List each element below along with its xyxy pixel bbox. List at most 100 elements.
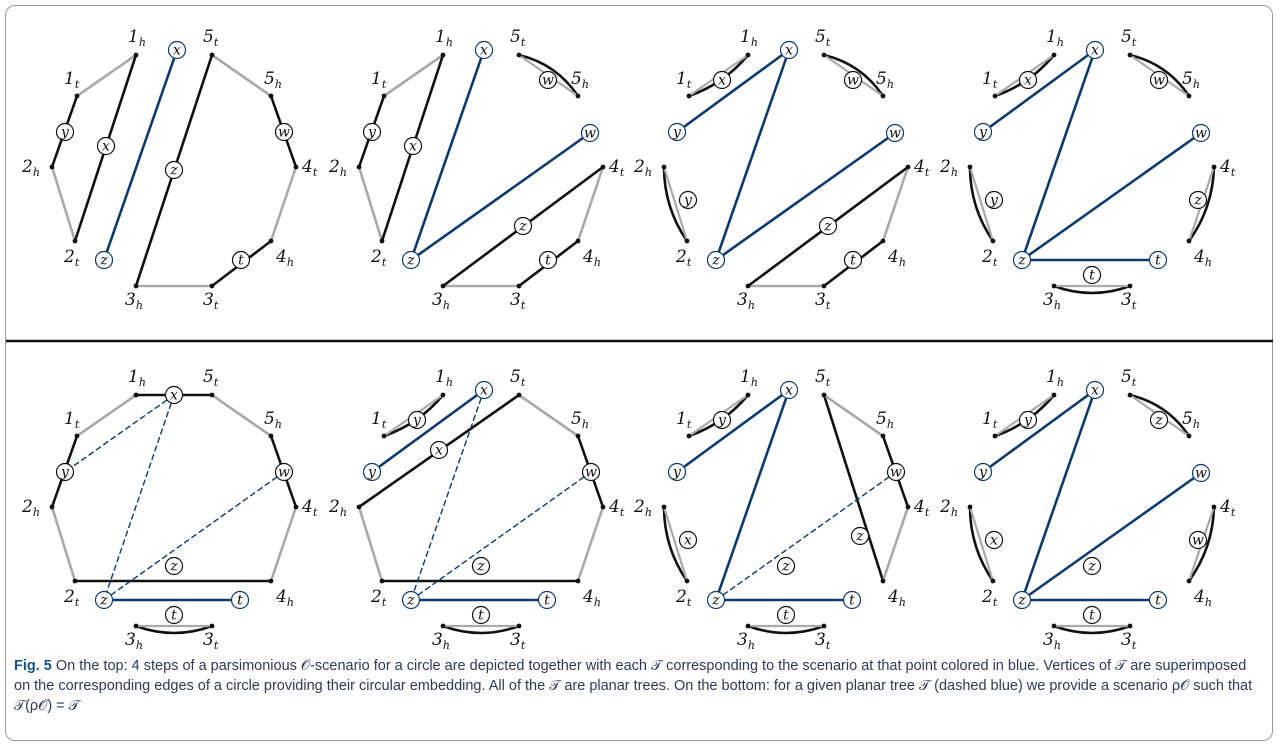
vertex-dot (600, 164, 606, 170)
edge (357, 505, 384, 583)
edge (50, 165, 77, 243)
node-z (164, 556, 184, 576)
vertex-dot (905, 164, 911, 170)
node-y (973, 122, 993, 142)
vertex-label-2h: 2h (633, 157, 652, 179)
vertex-dot (1186, 578, 1192, 584)
edge (714, 388, 791, 602)
node-label-z: z (169, 559, 178, 575)
vertex-label-4h: 4h (275, 587, 294, 609)
vertex-dot (821, 392, 827, 398)
vertex-label-4t: 4t (913, 157, 930, 179)
arc-edge (517, 53, 580, 98)
node-t (842, 590, 862, 610)
vertex-label-3t: 3t (203, 290, 219, 312)
vertex-label-4t: 4t (608, 157, 625, 179)
vertex-label-3h: 3h (125, 630, 143, 650)
vertex-dot (1211, 164, 1217, 170)
node-x (96, 136, 116, 156)
node-label-w: w (585, 465, 597, 481)
node-label-w: w (890, 465, 902, 481)
vertex-dot (880, 578, 886, 584)
vertex-dot (293, 504, 299, 510)
figure-frame (5, 5, 1273, 741)
node-label-z: z (169, 163, 178, 179)
vertex-dot (440, 283, 446, 289)
node-z (818, 216, 838, 236)
edge (881, 165, 910, 243)
node-label-z: z (1154, 413, 1163, 429)
node-label-x: x (1091, 43, 1099, 59)
vertex-label-5h: 5h (1182, 409, 1200, 431)
node-label-y: y (978, 125, 988, 141)
node-z (1188, 190, 1208, 210)
vertex-label-2t: 2t (370, 247, 387, 269)
vertex-label-2h: 2h (939, 497, 958, 519)
vertex-dot (209, 283, 215, 289)
edge (102, 48, 179, 262)
vertex-label-3h: 3h (432, 290, 450, 312)
vertex-dot (72, 578, 78, 584)
node-w (1188, 530, 1208, 550)
node-label-x: x (480, 383, 488, 399)
vertex-label-5h: 5h (876, 409, 894, 431)
edge (822, 393, 885, 583)
vertex-dot (880, 433, 886, 439)
node-label-t: t (478, 608, 484, 624)
edge (75, 53, 138, 98)
vertex-label-3t: 3t (203, 630, 219, 650)
vertex-dot (1127, 283, 1133, 289)
node-t (538, 250, 558, 270)
vertex-label-2t: 2t (981, 247, 998, 269)
vertex-dot (133, 283, 139, 289)
node-y (55, 122, 75, 142)
node-z (401, 590, 421, 610)
vertex-label-5h: 5h (1182, 69, 1200, 91)
vertex-dot (268, 433, 274, 439)
vertex-dot (686, 93, 692, 99)
node-y (712, 410, 732, 430)
edge (64, 394, 175, 473)
vertex-dot (379, 578, 385, 584)
vertex-label-2t: 2t (981, 587, 998, 609)
vertex-dot (381, 93, 387, 99)
vertex-label-5t: 5t (1121, 27, 1137, 49)
vertex-label-4h: 4h (582, 247, 601, 269)
vertex-label-1t: 1t (676, 409, 692, 431)
vertex-label-2t: 2t (370, 587, 387, 609)
node-y (667, 462, 687, 482)
node-label-t: t (1155, 253, 1161, 269)
node-t (471, 605, 491, 625)
node-label-x: x (480, 43, 488, 59)
node-z (401, 250, 421, 270)
vertex-dot (268, 93, 274, 99)
node-x (678, 530, 698, 550)
node-x (779, 40, 799, 60)
vertex-dot (209, 392, 215, 398)
node-label-z: z (476, 559, 485, 575)
node-label-t: t (850, 253, 856, 269)
vertex-label-4h: 4h (582, 587, 601, 609)
edge (269, 505, 298, 583)
arc-edge (968, 505, 995, 583)
edge (409, 131, 592, 262)
vertex-dot (880, 93, 886, 99)
edge (881, 505, 910, 583)
vertex-dot (684, 238, 690, 244)
arc-edge (1052, 624, 1132, 635)
node-label-x: x (718, 73, 726, 89)
vertex-dot (575, 578, 581, 584)
vertex-dot (133, 392, 139, 398)
edge (210, 53, 273, 98)
edge (714, 131, 897, 262)
node-label-y: y (367, 465, 377, 481)
vertex-label-4t: 4t (1219, 497, 1236, 519)
node-w (886, 462, 906, 482)
edge (981, 388, 1097, 474)
edge (576, 505, 605, 583)
node-t (1148, 590, 1168, 610)
arc-edge (1128, 393, 1191, 438)
panel-bottom-1: 1h 1t 2h 2t 3h 3t 4h 4t 5h 5t x y w z t z t (21, 367, 318, 650)
arc-edge (134, 624, 214, 635)
node-z (776, 556, 796, 576)
